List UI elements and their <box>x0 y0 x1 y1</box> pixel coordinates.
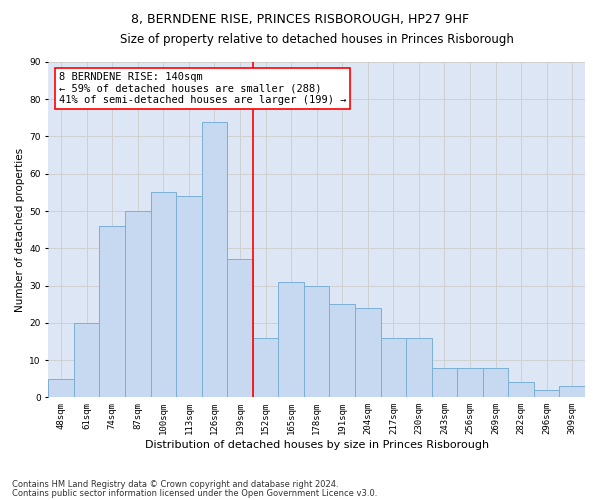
Bar <box>508 382 534 398</box>
Bar <box>151 192 176 398</box>
Bar <box>202 122 227 398</box>
Bar <box>100 226 125 398</box>
Bar <box>534 390 559 398</box>
Bar <box>431 368 457 398</box>
Bar <box>483 368 508 398</box>
Bar <box>49 378 74 398</box>
Y-axis label: Number of detached properties: Number of detached properties <box>15 148 25 312</box>
Text: 8, BERNDENE RISE, PRINCES RISBOROUGH, HP27 9HF: 8, BERNDENE RISE, PRINCES RISBOROUGH, HP… <box>131 12 469 26</box>
Text: 8 BERNDENE RISE: 140sqm
← 59% of detached houses are smaller (288)
41% of semi-d: 8 BERNDENE RISE: 140sqm ← 59% of detache… <box>59 72 347 105</box>
Bar <box>329 304 355 398</box>
Bar <box>74 323 100 398</box>
Bar <box>278 282 304 398</box>
Title: Size of property relative to detached houses in Princes Risborough: Size of property relative to detached ho… <box>120 32 514 46</box>
Bar <box>125 211 151 398</box>
Bar <box>457 368 483 398</box>
Bar <box>406 338 431 398</box>
Bar <box>176 196 202 398</box>
Bar <box>227 260 253 398</box>
Text: Contains HM Land Registry data © Crown copyright and database right 2024.: Contains HM Land Registry data © Crown c… <box>12 480 338 489</box>
Bar <box>253 338 278 398</box>
Bar <box>355 308 380 398</box>
Bar <box>559 386 585 398</box>
Bar <box>304 286 329 398</box>
Text: Contains public sector information licensed under the Open Government Licence v3: Contains public sector information licen… <box>12 488 377 498</box>
Bar <box>380 338 406 398</box>
X-axis label: Distribution of detached houses by size in Princes Risborough: Distribution of detached houses by size … <box>145 440 489 450</box>
